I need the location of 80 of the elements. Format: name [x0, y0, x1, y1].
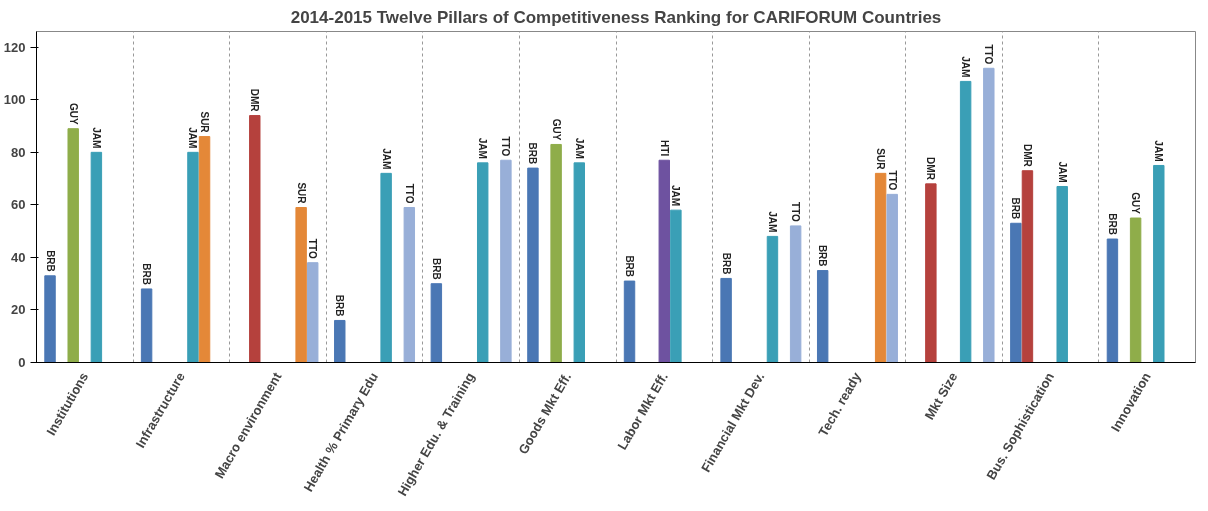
text: TTO — [403, 183, 415, 204]
bar — [187, 151, 199, 363]
bar — [658, 159, 671, 363]
bar — [670, 209, 682, 363]
bar — [874, 172, 887, 363]
text: GUY — [67, 103, 79, 126]
bar — [959, 80, 972, 363]
text: JAM — [1153, 140, 1165, 162]
text: SUR — [875, 148, 887, 170]
text: SUR — [295, 182, 307, 205]
text: JAM — [90, 127, 102, 149]
bar — [925, 183, 937, 363]
text: TTO — [500, 136, 512, 157]
bar — [816, 270, 829, 363]
text: DMR — [1021, 143, 1033, 168]
text: BRB — [720, 252, 732, 275]
y-tick-label: 120 — [3, 39, 26, 55]
text: SUR — [199, 111, 211, 133]
bar — [789, 225, 802, 363]
y-tick-label: 0 — [18, 355, 26, 370]
text: JAM — [187, 127, 199, 149]
bar — [527, 167, 539, 363]
text: JAM — [670, 185, 682, 207]
bar — [1129, 217, 1142, 363]
text: BRB — [1010, 197, 1022, 220]
bar — [249, 115, 261, 363]
text: BRB — [1106, 213, 1118, 236]
bar — [983, 67, 995, 363]
chart-title: 2014-2015 Twelve Pillars of Competitiveness Ranking for CARIFORUM Countries — [290, 7, 942, 27]
bar — [573, 162, 586, 363]
text: DMR — [249, 88, 261, 112]
bar — [1106, 238, 1119, 363]
bar — [295, 207, 307, 363]
text: JAM — [573, 137, 585, 159]
bar — [403, 207, 416, 363]
text: HTI — [658, 140, 670, 157]
y-tick-label: 100 — [3, 92, 26, 108]
text: TTO — [307, 238, 319, 259]
text: DMR — [925, 157, 937, 180]
text: TTO — [886, 170, 898, 191]
text: TTO — [790, 202, 802, 222]
text: BRB — [334, 294, 346, 317]
bar — [1153, 164, 1165, 363]
text: BRB — [44, 250, 56, 272]
bar — [90, 151, 103, 363]
bar — [720, 277, 732, 363]
bar — [766, 235, 779, 363]
bar — [140, 288, 153, 363]
bar — [623, 280, 636, 363]
bar — [1021, 170, 1034, 363]
text: BRB — [527, 142, 539, 165]
text: JAM — [960, 56, 972, 78]
text: TTO — [983, 44, 995, 65]
bar — [1010, 222, 1022, 363]
bar — [380, 172, 392, 363]
bar — [198, 136, 211, 363]
bar — [307, 262, 319, 363]
text: JAM — [477, 137, 489, 159]
text: JAM — [380, 148, 392, 170]
bar — [67, 128, 79, 363]
y-tick-label: 20 — [11, 302, 26, 318]
bar — [430, 283, 443, 363]
bar — [500, 159, 512, 363]
y-tick-label: 40 — [11, 249, 26, 265]
bar — [334, 319, 346, 363]
bar — [550, 143, 562, 363]
bar — [886, 193, 898, 363]
text: GUY — [550, 118, 562, 141]
text: BRB — [141, 263, 153, 285]
bar — [1056, 185, 1068, 363]
text: BRB — [817, 244, 829, 267]
bar — [44, 275, 56, 363]
y-tick-label: 60 — [11, 197, 26, 213]
bar — [477, 162, 489, 363]
text: GUY — [1130, 192, 1142, 215]
y-tick-label: 80 — [11, 144, 26, 160]
text: BRB — [430, 258, 442, 280]
text: BRB — [624, 255, 636, 278]
text: JAM — [766, 211, 778, 233]
text: JAM — [1056, 161, 1068, 183]
